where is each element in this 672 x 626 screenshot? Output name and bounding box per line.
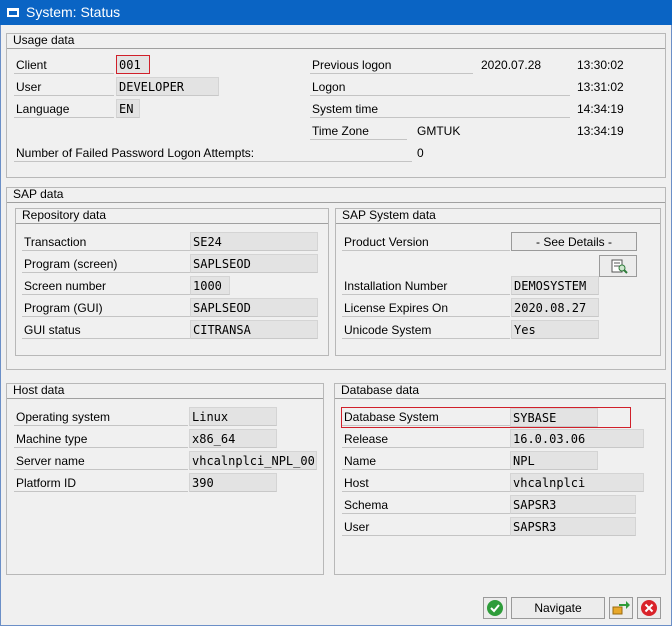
system-time-label: System time [310, 101, 570, 118]
check-icon [487, 600, 503, 616]
group-title: Database data [341, 383, 420, 397]
operating-system-field[interactable]: Linux [189, 407, 277, 426]
release-label: Release [342, 431, 510, 448]
details-button[interactable] [599, 255, 637, 277]
schema-field[interactable]: SAPSR3 [510, 495, 636, 514]
group-title: Repository data [22, 208, 107, 222]
usage-data-group: Usage data Client 001 User DEVELOPER Lan… [6, 33, 666, 178]
logon-time: 13:31:02 [577, 80, 624, 94]
title-bar: System: Status [0, 0, 672, 25]
screen-number-label: Screen number [22, 278, 190, 295]
machine-type-field[interactable]: x86_64 [189, 429, 277, 448]
schema-label: Schema [342, 497, 510, 514]
unicode-system-field[interactable]: Yes [511, 320, 599, 339]
program-gui-field[interactable]: SAPLSEOD [190, 298, 318, 317]
cancel-button[interactable] [637, 597, 661, 619]
time-zone-time: 13:34:19 [577, 124, 624, 138]
repository-data-group: Repository data Transaction SE24 Program… [15, 208, 329, 356]
transaction-label: Transaction [22, 234, 190, 251]
server-name-field[interactable]: vhcalnplci_NPL_00 [189, 451, 317, 470]
system-time: 14:34:19 [577, 102, 624, 116]
machine-type-label: Machine type [14, 431, 188, 448]
platform-id-field[interactable]: 390 [189, 473, 277, 492]
time-zone-value: GMTUK [417, 124, 461, 138]
program-screen-field[interactable]: SAPLSEOD [190, 254, 318, 273]
user-field[interactable]: DEVELOPER [116, 77, 219, 96]
license-expires-label: License Expires On [342, 300, 510, 317]
user-label: User [14, 79, 114, 96]
database-system-label: Database System [342, 409, 510, 426]
sap-system-data-group: SAP System data Product Version - See De… [335, 208, 661, 356]
unicode-system-label: Unicode System [342, 322, 510, 339]
client-label: Client [14, 57, 114, 74]
gui-status-field[interactable]: CITRANSA [190, 320, 318, 339]
host-data-group: Host data Operating system Linux Machine… [6, 383, 324, 575]
group-title: Usage data [13, 33, 75, 47]
previous-logon-time: 13:30:02 [577, 58, 624, 72]
logon-label: Logon [310, 79, 570, 96]
product-version-label: Product Version [342, 234, 510, 251]
language-label: Language [14, 101, 114, 118]
db-host-field[interactable]: vhcalnplci [510, 473, 644, 492]
group-title: SAP System data [342, 208, 436, 222]
database-system-field[interactable]: SYBASE [510, 408, 598, 427]
sap-data-group: SAP data Repository data Transaction SE2… [6, 187, 666, 370]
display-details-icon [611, 259, 628, 274]
failed-logon-label: Number of Failed Password Logon Attempts… [14, 145, 412, 162]
other-session-button[interactable] [609, 597, 633, 619]
dialog-body: Usage data Client 001 User DEVELOPER Lan… [0, 25, 672, 626]
transaction-field[interactable]: SE24 [190, 232, 318, 251]
previous-logon-date: 2020.07.28 [481, 58, 542, 72]
database-data-group: Database data Database System SYBASE Rel… [334, 383, 666, 575]
continue-button[interactable] [483, 597, 507, 619]
cancel-icon [641, 600, 657, 616]
time-zone-label: Time Zone [310, 123, 407, 140]
db-host-label: Host [342, 475, 510, 492]
window-icon [7, 8, 19, 17]
release-field[interactable]: 16.0.03.06 [510, 429, 644, 448]
server-name-label: Server name [14, 453, 188, 470]
db-user-field[interactable]: SAPSR3 [510, 517, 636, 536]
failed-logon-value: 0 [417, 146, 424, 160]
installation-number-label: Installation Number [342, 278, 510, 295]
previous-logon-label: Previous logon [310, 57, 473, 74]
client-field[interactable]: 001 [116, 55, 150, 74]
db-user-label: User [342, 519, 510, 536]
language-field[interactable]: EN [116, 99, 140, 118]
operating-system-label: Operating system [14, 409, 188, 426]
screen-number-field[interactable]: 1000 [190, 276, 230, 295]
window-title: System: Status [26, 4, 121, 20]
transfer-icon [612, 601, 630, 615]
program-screen-label: Program (screen) [22, 256, 190, 273]
installation-number-field[interactable]: DEMOSYSTEM [511, 276, 599, 295]
platform-id-label: Platform ID [14, 475, 188, 492]
db-name-field[interactable]: NPL [510, 451, 598, 470]
navigate-button[interactable]: Navigate [511, 597, 605, 619]
group-title: SAP data [13, 187, 64, 201]
see-details-button[interactable]: - See Details - [511, 232, 637, 251]
gui-status-label: GUI status [22, 322, 190, 339]
group-title: Host data [13, 383, 65, 397]
license-expires-field[interactable]: 2020.08.27 [511, 298, 599, 317]
db-name-label: Name [342, 453, 510, 470]
database-system-highlight [341, 407, 631, 428]
program-gui-label: Program (GUI) [22, 300, 190, 317]
